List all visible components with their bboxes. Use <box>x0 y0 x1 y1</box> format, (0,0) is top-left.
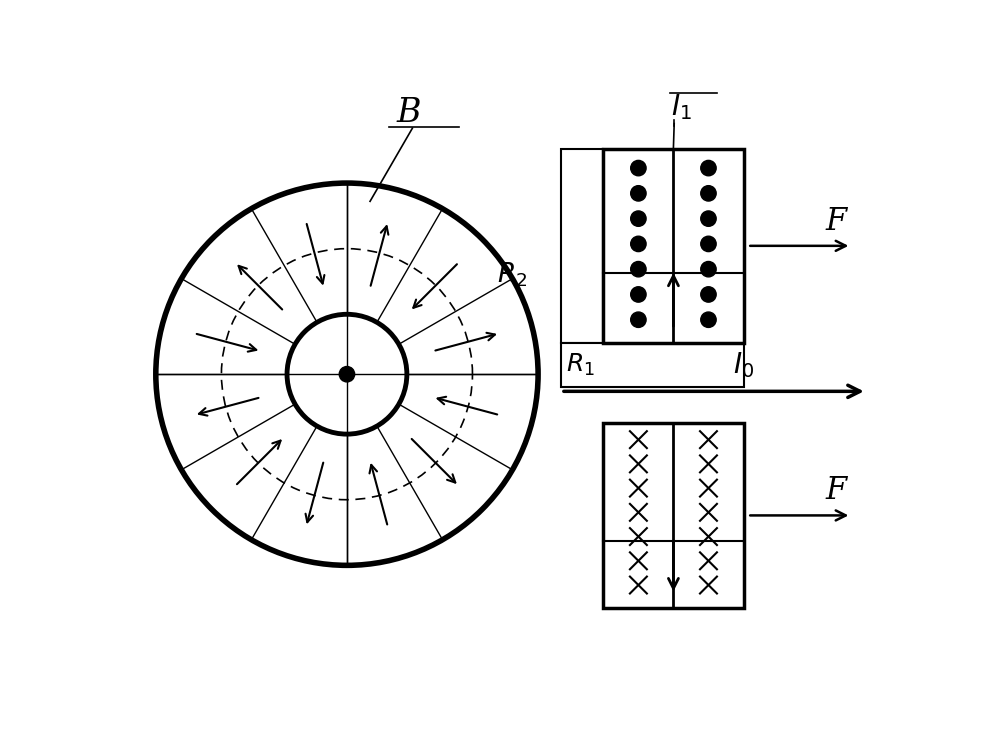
Bar <box>603 422 744 608</box>
Circle shape <box>701 312 716 328</box>
Text: B: B <box>396 97 421 129</box>
Circle shape <box>631 312 646 328</box>
Circle shape <box>701 211 716 226</box>
Circle shape <box>631 186 646 201</box>
Circle shape <box>631 262 646 277</box>
Text: F: F <box>825 475 846 506</box>
Text: $R_2$: $R_2$ <box>497 260 528 289</box>
Text: $I_0$: $I_0$ <box>733 350 754 380</box>
Circle shape <box>631 236 646 252</box>
Circle shape <box>701 262 716 277</box>
Circle shape <box>701 236 716 252</box>
Circle shape <box>339 367 355 382</box>
Circle shape <box>701 160 716 176</box>
Bar <box>561 149 603 343</box>
Circle shape <box>631 287 646 302</box>
Circle shape <box>631 211 646 226</box>
Text: $I_1$: $I_1$ <box>671 92 692 122</box>
Circle shape <box>701 186 716 201</box>
Bar <box>603 149 744 343</box>
Bar <box>561 343 744 388</box>
Circle shape <box>701 287 716 302</box>
Text: F: F <box>825 206 846 236</box>
Circle shape <box>631 160 646 176</box>
Text: $R_1$: $R_1$ <box>566 352 595 378</box>
